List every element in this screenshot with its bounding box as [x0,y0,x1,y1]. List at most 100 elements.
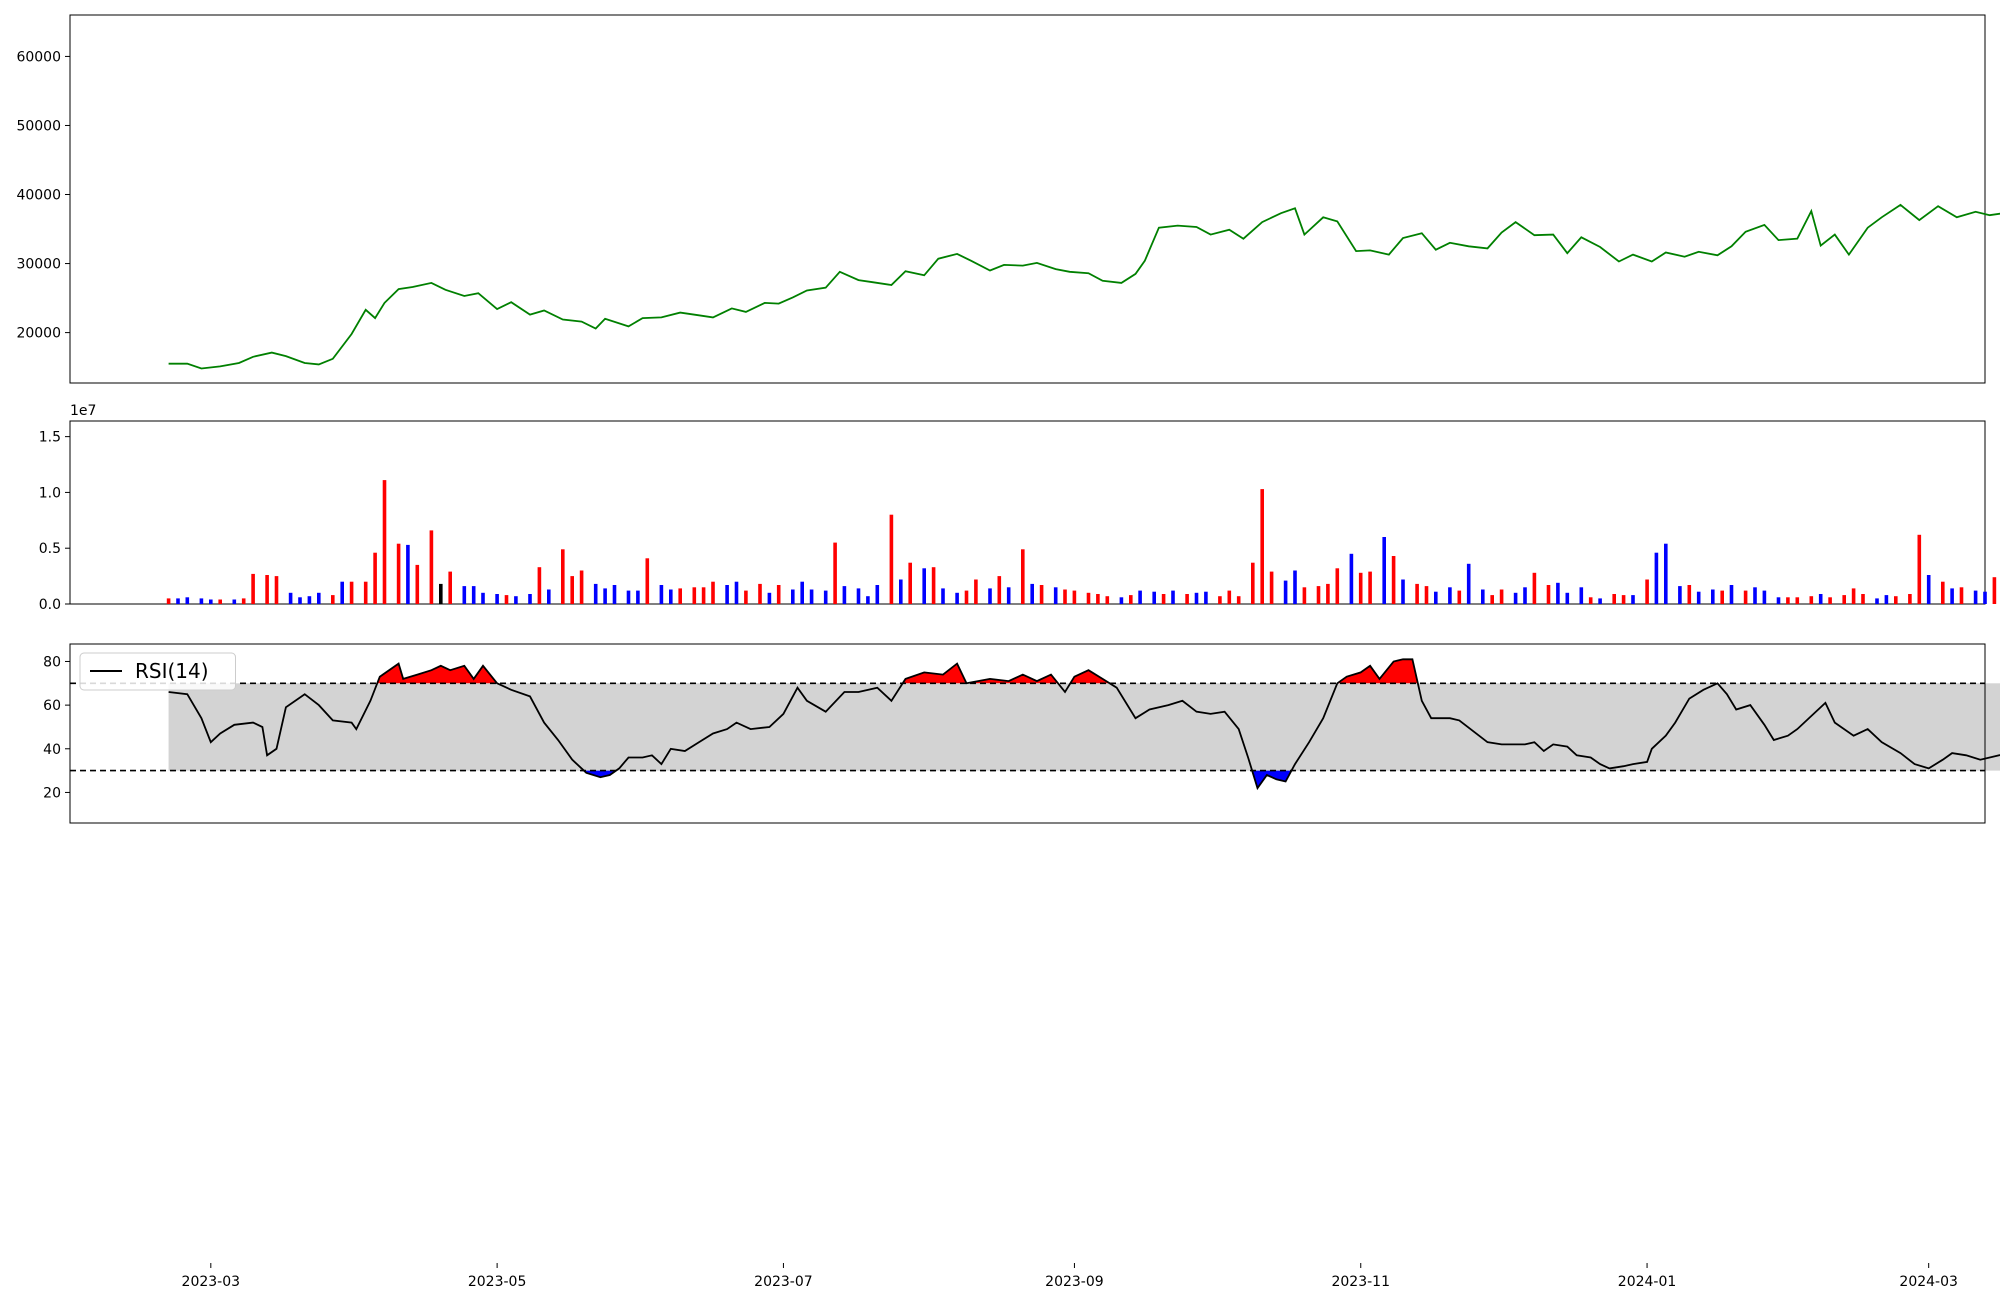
volume-bar [1795,597,1800,604]
volume-bar [1588,597,1593,604]
rsi-legend [79,652,236,691]
rsi-ytick-label: 60 [43,698,61,714]
volume-bar [645,558,650,605]
volume-bar [514,596,518,604]
volume-bar [232,599,237,604]
volume-bar [866,596,870,604]
volume-bar [363,581,368,604]
volume-bar [1382,537,1386,604]
volume-bar [1687,585,1692,604]
volume-bar [1926,575,1931,604]
volume-bar [439,583,443,604]
volume-ytick-label: 0.0 [39,597,61,613]
volume-bar [1776,597,1781,604]
volume-bar [1696,591,1701,604]
volume-bar [1152,591,1156,604]
volume-bar [997,576,1002,604]
volume-bar [1424,586,1429,604]
volume-bar [1729,585,1734,604]
volume-bar [669,589,673,604]
volume-bar [1490,595,1494,604]
volume-ytick-label: 1.0 [39,485,61,501]
volume-bar [274,576,279,604]
volume-bar [1119,597,1124,604]
volume-bar [415,564,420,604]
rsi-oversold-fill [584,770,616,778]
date-tick-label: 2023-05 [468,1274,527,1290]
volume-bar [1063,589,1067,604]
volume-bar [429,530,434,604]
volume-bar [941,588,945,604]
volume-bar [809,589,814,604]
volume-bar [1053,587,1058,604]
volume-bar [856,588,861,604]
volume-bar [1654,552,1659,604]
volume-ytick-label: 1.5 [39,430,61,446]
volume-bar [974,579,978,604]
volume-bar [1645,579,1649,604]
volume-bar [448,571,452,604]
rsi-overbought-fill [902,663,967,684]
volume-bar [931,567,936,604]
rsi-legend-label: RSI(14) [135,659,209,683]
price-ytick-label: 60000 [16,49,61,65]
volume-bar [1457,590,1462,604]
volume-bar [373,552,377,604]
volume-bar [1021,549,1025,604]
volume-bar [1185,594,1189,604]
volume-bar [1251,562,1255,604]
volume-bar [1105,596,1110,604]
volume-bar [1138,590,1142,604]
volume-bar [1842,595,1846,604]
volume-bar [471,586,476,604]
volume-bar [1466,563,1471,604]
volume-bar [1753,587,1757,604]
rsi-overbought-fill [1070,670,1110,684]
volume-bar [481,592,485,604]
volume-bar [1884,595,1889,604]
volume-bar [1579,587,1584,604]
date-tick-label: 2023-07 [754,1274,813,1290]
volume-bar [899,579,903,604]
volume-bar [758,583,762,604]
volume-bar [298,597,302,604]
price-ytick-label: 30000 [16,257,61,273]
volume-bar [1992,577,1997,604]
volume-bar [406,544,410,604]
volume-bar [382,480,387,604]
volume-bar [1894,596,1898,604]
volume-bar [842,586,847,604]
volume-bar [185,597,190,604]
volume-bar [218,599,222,604]
volume-bar [251,573,255,604]
volume-bar [288,592,293,604]
price-panel: 20000 30000 40000 50000 60000 [16,14,2000,384]
volume-bar [176,598,180,604]
volume-bar [603,588,607,604]
volume-bar [1204,591,1208,604]
volume-bar [593,583,598,604]
volume-bar [1358,572,1363,604]
volume-bar [1499,589,1504,604]
volume-bar [659,585,664,604]
volume-bar [908,562,912,604]
volume-bar [1415,583,1419,604]
volume-bar [800,581,804,604]
volume-bar [1401,579,1405,604]
volume-bar [833,542,837,604]
volume-bar [1260,489,1264,604]
volume-bar [875,585,880,604]
volume-bar [340,581,344,604]
volume-bar [1006,587,1011,604]
volume-bar [265,575,269,604]
volume-bar [1664,543,1668,604]
volume-plot-frame [69,420,1986,605]
volume-bar [1129,595,1133,604]
volume-bar [955,592,959,604]
volume-bar [1513,592,1518,604]
date-tick-label: 2023-03 [182,1274,241,1290]
volume-bar [1950,588,1954,604]
volume-bar [1161,594,1166,604]
volume-bar [701,587,706,604]
volume-ytick-label: 0.5 [39,541,61,557]
